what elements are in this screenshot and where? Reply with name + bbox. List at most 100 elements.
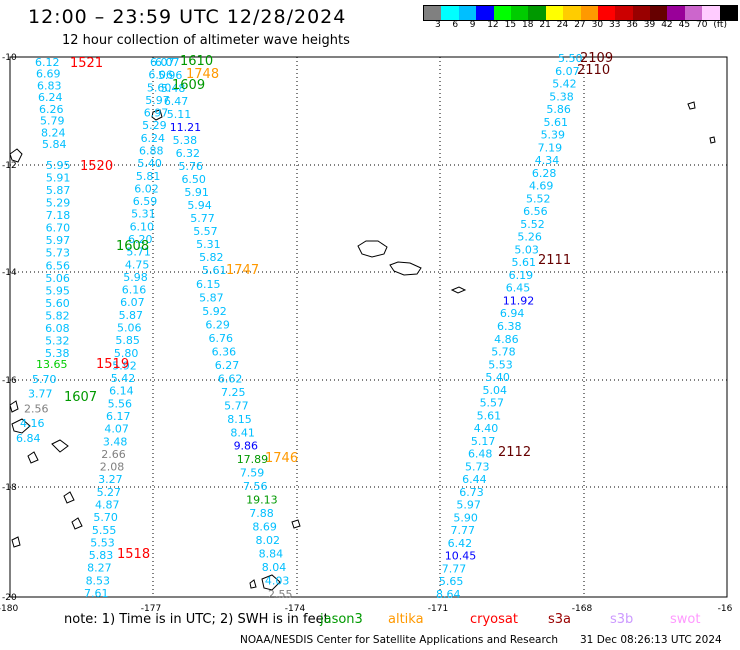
wave-height-value: 6.24 xyxy=(38,91,63,104)
tick-labels: -180 -177 -174 -171 -168 -16 -10 -12 -14 -16 -18 -2… xyxy=(0,53,733,614)
pass-label: 1610 xyxy=(180,54,213,69)
wave-height-value: 7.77 xyxy=(442,562,467,575)
sat-s3b: s3b xyxy=(610,612,634,627)
legend-label: 18 xyxy=(522,20,534,30)
legend-label: 6 xyxy=(452,20,459,30)
wave-height-value: 5.40 xyxy=(137,157,162,170)
sat-jason3: jason3 xyxy=(320,612,363,627)
wave-height-value: 6.24 xyxy=(141,132,166,145)
wave-height-value: 6.07 xyxy=(155,56,180,69)
pass-label: 1746 xyxy=(265,451,298,466)
pass-label: 1748 xyxy=(186,67,219,82)
wave-height-value: 8.53 xyxy=(86,574,111,587)
legend-label: 39 xyxy=(643,20,656,30)
wave-height-value: 5.61 xyxy=(543,116,568,129)
y-tick-label: -18 xyxy=(2,483,17,493)
wave-height-value: 6.62 xyxy=(218,372,243,385)
legend-swatch xyxy=(493,6,511,20)
wave-height-value: 7.59 xyxy=(240,467,265,480)
island-east-2 xyxy=(709,136,716,144)
wave-height-value: 4.87 xyxy=(95,499,120,512)
y-tick-label: -14 xyxy=(2,268,17,278)
island-fiji-a xyxy=(11,418,31,434)
wave-height-value: 5.87 xyxy=(199,291,224,304)
wave-height-value: 5.73 xyxy=(46,247,71,260)
sat-altika: altika xyxy=(388,612,424,627)
wave-height-value: 5.60 xyxy=(45,297,69,310)
y-tick-label: -12 xyxy=(2,161,17,171)
wave-height-value: 5.70 xyxy=(93,511,118,524)
legend-label: 9 xyxy=(469,20,476,30)
wave-height-value: 4.69 xyxy=(529,180,554,193)
island-futuna xyxy=(9,148,23,163)
legend-swatch xyxy=(476,6,494,20)
x-tick-label: -168 xyxy=(572,604,593,614)
pass-label: 1521 xyxy=(70,56,103,71)
map-border xyxy=(9,56,728,598)
wave-height-value: 5.53 xyxy=(488,358,513,371)
wave-height-value: 6.06 xyxy=(148,69,173,82)
legend-swatch xyxy=(650,6,668,20)
wave-height-value: 5.91 xyxy=(46,172,71,185)
wave-height-value: 5.70 xyxy=(32,373,57,386)
wave-height-value: 6.83 xyxy=(37,79,62,92)
wave-height-value: 5.57 xyxy=(193,225,218,238)
wave-height-value: 8.27 xyxy=(87,562,112,575)
wave-height-value: 6.45 xyxy=(506,282,531,295)
pass-label: 1609 xyxy=(172,78,205,93)
wave-height-value: 6.07 xyxy=(150,56,175,69)
island-fiji-c xyxy=(27,451,39,464)
wave-height-value: 5.27 xyxy=(97,486,122,499)
wave-height-value: 5.38 xyxy=(45,347,70,360)
legend-swatch xyxy=(545,6,564,20)
wave-height-value: 6.69 xyxy=(36,68,61,81)
note-text: note: 1) Time is in UTC; 2) SWH is in fe… xyxy=(64,612,329,627)
pass-label: 1607 xyxy=(64,390,97,405)
y-tick-label: -16 xyxy=(2,376,17,386)
wave-height-value: 5.80 xyxy=(114,347,139,360)
legend-swatch xyxy=(580,6,598,20)
wave-height-value: 5.77 xyxy=(190,212,215,225)
pass-label: 1519 xyxy=(96,357,129,372)
wave-height-value: 4.86 xyxy=(494,333,518,346)
wave-height-value: 6.47 xyxy=(164,95,189,108)
wave-height-value: 2.56 xyxy=(24,402,49,415)
wave-height-value: 5.31 xyxy=(131,208,156,221)
wave-height-value: 2.55 xyxy=(268,588,293,601)
wave-height-value: 5.32 xyxy=(45,334,70,347)
island-fiji-north xyxy=(9,400,19,413)
wave-height-value: 5.29 xyxy=(46,197,71,210)
legend-swatch xyxy=(684,6,703,20)
note-line: note: 1) Time is in UTC; 2) SWH is in fe… xyxy=(64,612,700,627)
wave-height-value: 5.95 xyxy=(46,159,71,172)
legend-swatch xyxy=(702,6,720,20)
wave-height-value: 5.06 xyxy=(117,322,142,335)
pass-label: 1747 xyxy=(226,263,259,278)
legend-label: 21 xyxy=(539,20,551,30)
wave-height-value: 8.04 xyxy=(262,561,287,574)
wave-height-value: 6.16 xyxy=(122,284,147,297)
x-tick-label: -171 xyxy=(428,604,448,614)
wave-height-value: 5.97 xyxy=(145,94,170,107)
wave-height-value: 6.07 xyxy=(555,65,580,78)
legend-label: 24 xyxy=(556,20,569,30)
wave-height-value: 5.97 xyxy=(46,234,71,247)
wave-height-value: 5.61 xyxy=(477,409,502,422)
wave-height-value: 9.86 xyxy=(234,440,259,453)
wave-height-value: 6.42 xyxy=(448,537,473,550)
wave-height-value: 5.52 xyxy=(526,192,551,205)
footer-credit: NOAA/NESDIS Center for Satellite Applica… xyxy=(240,634,558,646)
legend-swatch xyxy=(615,6,633,20)
wave-height-value: 6.76 xyxy=(209,332,234,345)
wave-height-value: 5.83 xyxy=(89,549,114,562)
wave-height-value: 6.88 xyxy=(139,145,164,158)
legend-swatch xyxy=(510,6,529,20)
wave-height-value: 6.32 xyxy=(176,147,201,160)
wave-height-value: 5.90 xyxy=(453,511,478,524)
wave-height-value: 6.26 xyxy=(39,103,64,116)
wave-height-value: 5.56 xyxy=(108,397,133,410)
wave-height-value: 5.65 xyxy=(439,575,464,588)
map-subtitle: 12 hour collection of altimeter wave hei… xyxy=(62,33,350,48)
wave-height-value: 5.76 xyxy=(179,160,204,173)
